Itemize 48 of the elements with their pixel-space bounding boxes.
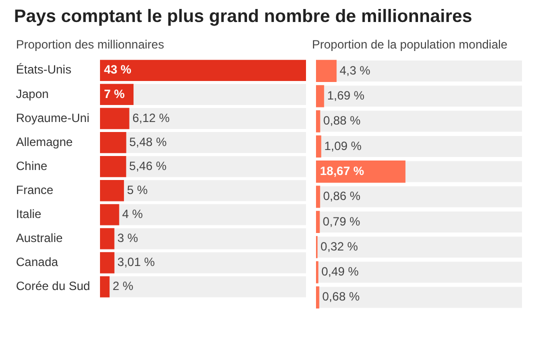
y-tick-label: Royaume-Uni [16,110,90,125]
bar [316,110,320,132]
y-tick-label: États-Unis [16,62,72,77]
data-label: 1,09 % [324,138,362,153]
data-label: 4,3 % [340,63,371,78]
data-label: 5 % [126,182,148,197]
y-tick-label: Italie [16,206,42,221]
data-label: 6,12 % [132,110,170,125]
bar [316,135,322,158]
y-tick-label: Chine [16,158,48,173]
chart-title: Proportion de la population mondiale [312,38,508,52]
bar [100,180,124,202]
data-label: 0,88 % [323,114,361,128]
bar [100,252,114,274]
bar [316,210,320,234]
y-tick-label: Japon [16,86,49,101]
data-label: 43 % [104,62,132,77]
data-label: 0,68 % [322,290,360,304]
data-label: 7 % [104,86,126,101]
data-label: 0,32 % [320,239,358,254]
bar [316,186,320,208]
y-tick-label: Canada [16,255,58,270]
data-label: 1,69 % [327,88,365,102]
bar [316,85,324,108]
data-label: 2 % [112,279,134,294]
bar [100,108,130,130]
chart-subtitle: Proportion des millionnaires [16,38,164,52]
data-label: 0,86 % [323,189,361,204]
bar [316,60,337,82]
data-label: 0,79 % [322,214,360,228]
bar [100,276,110,298]
bar [100,132,126,154]
bar [100,156,126,178]
data-label: 5,48 % [129,134,167,149]
data-label: 4 % [122,206,144,221]
data-label: 18,67 % [320,164,364,178]
data-label: 3 % [117,231,138,246]
data-label: 3,01 % [117,255,156,270]
bar [100,228,114,250]
bar [316,286,320,308]
chart-title: Pays comptant le plus grand nombre de millionnaires [14,6,472,27]
y-tick-label: Corée du Sud [16,279,90,294]
y-tick-label: France [16,182,54,197]
data-label: 5,46 % [129,158,167,173]
data-label: 0,49 % [321,264,360,279]
bar [100,204,120,226]
y-tick-label: Allemagne [16,134,74,149]
y-tick-label: Australie [16,231,64,246]
